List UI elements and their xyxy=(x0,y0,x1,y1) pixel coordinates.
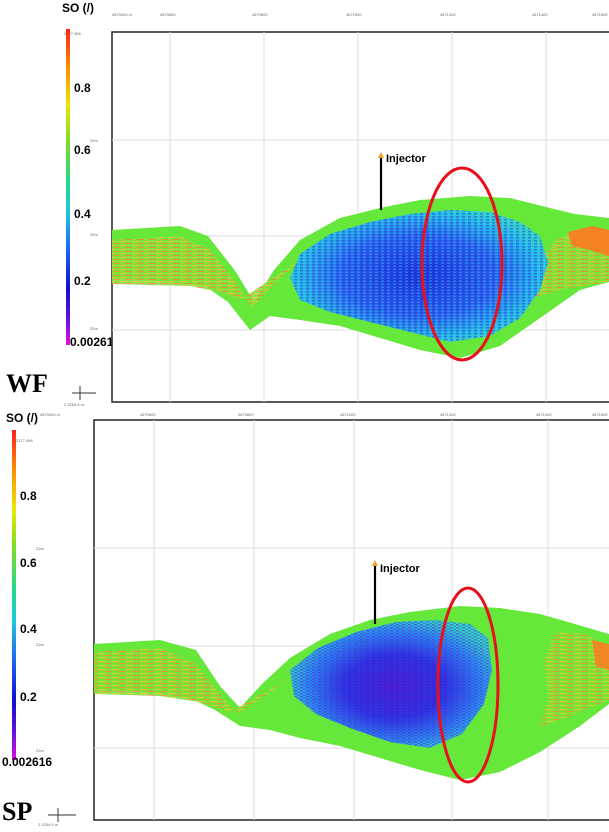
depth-label: 22m xyxy=(90,138,98,143)
scenario-label: SP xyxy=(2,797,32,826)
axis-tick-label: 4670800 xyxy=(252,12,268,17)
colorbar-property-label: SO (/) xyxy=(62,1,94,15)
colorbar-max-label: 2177.456 xyxy=(64,31,81,36)
colorbar-gradient xyxy=(12,430,16,760)
axis-tick-label: 4671600 xyxy=(592,412,608,417)
colorbar-gradient xyxy=(66,29,70,345)
colorbar-tick-0.6: 0.6 xyxy=(20,556,37,570)
wf-reservoir-section xyxy=(112,196,609,358)
scenario-label: WF xyxy=(6,369,48,398)
depth-label: 22m xyxy=(36,642,44,647)
origin-label: 2 2254.5 m xyxy=(38,822,59,827)
sp-highlight-ellipse xyxy=(436,586,500,784)
depth-label: 22m xyxy=(36,748,44,753)
wf-colorbar: SO (/) 2177.456 0.8 0.6 0.4 0.2 0.002616… xyxy=(62,1,120,349)
axis-tick-label: 4671000 xyxy=(346,12,362,17)
colorbar-tick-0.8: 0.8 xyxy=(20,489,37,503)
axis-tick-label: 4670400 m xyxy=(112,12,133,17)
axis-tick-label: 4670400 m xyxy=(40,412,61,417)
well-label: Injector xyxy=(386,153,426,165)
wf-origin-axis-icon: 2 2254.5 m xyxy=(64,386,96,407)
sp-panel-svg: SO (/) 2177.456 0.8 0.6 0.4 0.2 0.002616… xyxy=(2,411,609,827)
sp-reservoir-section xyxy=(94,606,609,780)
sp-colorbar: SO (/) 2177.456 0.8 0.6 0.4 0.2 0.002616… xyxy=(2,411,52,769)
sp-top-axis: 4670400 m 4670600 4670800 4671000 467120… xyxy=(40,412,608,417)
axis-tick-label: 4671600 xyxy=(592,12,608,17)
axis-tick-label: 4671200 xyxy=(440,412,456,417)
colorbar-tick-0.2: 0.2 xyxy=(20,690,37,704)
colorbar-property-label: SO (/) xyxy=(6,411,38,425)
colorbar-tick-min: 0.002616 xyxy=(70,335,120,349)
well-label: Injector xyxy=(380,563,420,575)
axis-tick-label: 4670600 xyxy=(160,12,176,17)
axis-tick-label: 4670800 xyxy=(238,412,254,417)
colorbar-tick-min: 0.002616 xyxy=(2,755,52,769)
colorbar-max-label: 2177.456 xyxy=(16,438,33,443)
axis-tick-label: 4671200 xyxy=(440,12,456,17)
sp-origin-axis-icon: 2 2254.5 m xyxy=(38,808,76,827)
sp-panel: SO (/) 2177.456 0.8 0.6 0.4 0.2 0.002616… xyxy=(0,408,609,827)
sp-injector-well: Injector xyxy=(372,560,420,624)
colorbar-tick-0.6: 0.6 xyxy=(74,143,91,157)
wf-panel: SO (/) 2177.456 0.8 0.6 0.4 0.2 0.002616… xyxy=(0,0,609,411)
colorbar-tick-0.2: 0.2 xyxy=(74,274,91,288)
axis-tick-label: 4671000 xyxy=(340,412,356,417)
axis-tick-label: 4670600 xyxy=(140,412,156,417)
origin-label: 2 2254.5 m xyxy=(64,402,85,407)
colorbar-tick-0.8: 0.8 xyxy=(74,81,91,95)
colorbar-tick-0.4: 0.4 xyxy=(74,207,91,221)
wf-highlight-ellipse xyxy=(420,166,504,362)
colorbar-tick-0.4: 0.4 xyxy=(20,622,37,636)
axis-tick-label: 4671400 xyxy=(536,412,552,417)
wf-top-axis: 4670400 m 4670600 4670800 4671000 467120… xyxy=(112,12,608,17)
axis-tick-label: 4671400 xyxy=(532,12,548,17)
depth-label: 22m xyxy=(36,546,44,551)
wf-panel-svg: SO (/) 2177.456 0.8 0.6 0.4 0.2 0.002616… xyxy=(6,1,609,407)
depth-label: 22m xyxy=(90,326,98,331)
depth-label: 22m xyxy=(90,232,98,237)
wf-injector-well: Injector xyxy=(378,152,426,210)
